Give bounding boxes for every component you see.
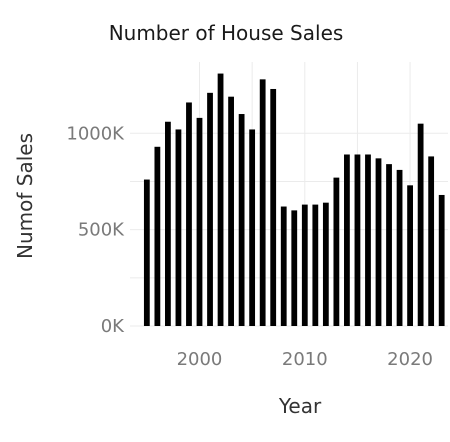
bar-1996 bbox=[154, 146, 161, 326]
bar-2021 bbox=[417, 123, 424, 326]
bar-2022 bbox=[428, 156, 435, 326]
x-tick-label: 2020 bbox=[387, 349, 433, 370]
chart-title: Number of House Sales bbox=[109, 21, 344, 45]
bar-2012 bbox=[322, 202, 329, 326]
bar-2015 bbox=[354, 154, 361, 326]
bar-2014 bbox=[344, 154, 350, 326]
x-axis-title: Year bbox=[278, 394, 322, 418]
y-tick-label: 1000K bbox=[66, 123, 125, 144]
bar-2009 bbox=[291, 210, 298, 326]
bar-1998 bbox=[175, 129, 182, 326]
bar-1999 bbox=[186, 102, 192, 326]
bar-1995 bbox=[143, 179, 150, 326]
bar-2010 bbox=[301, 204, 308, 326]
x-tick-label: 2000 bbox=[177, 349, 223, 370]
bar-2016 bbox=[365, 154, 371, 326]
bar-2011 bbox=[312, 204, 319, 326]
bar-2018 bbox=[386, 164, 392, 326]
bar-2006 bbox=[259, 79, 266, 326]
bar-1997 bbox=[165, 121, 171, 326]
bar-2005 bbox=[249, 129, 256, 326]
bar-2023 bbox=[438, 194, 445, 326]
bar-2007 bbox=[270, 88, 277, 326]
x-tick-label: 2010 bbox=[282, 349, 328, 370]
bar-2008 bbox=[280, 206, 287, 326]
bar-2020 bbox=[407, 185, 413, 326]
y-tick-label: 0K bbox=[101, 316, 125, 337]
bar-2001 bbox=[207, 92, 213, 326]
x-axis-ticks: 2000 2010 2020 bbox=[177, 349, 433, 370]
y-axis-title: Numof Sales bbox=[13, 133, 37, 259]
bars bbox=[143, 73, 445, 327]
bar-2000 bbox=[196, 117, 203, 326]
y-axis-ticks: 0K 500K 1000K bbox=[66, 123, 125, 337]
bar-2004 bbox=[238, 114, 245, 326]
y-tick-label: 500K bbox=[78, 220, 125, 241]
bar-2017 bbox=[375, 158, 382, 326]
bar-2002 bbox=[217, 73, 224, 326]
bar-2013 bbox=[333, 177, 340, 326]
bar-2003 bbox=[228, 96, 234, 327]
bar-2019 bbox=[396, 169, 403, 326]
